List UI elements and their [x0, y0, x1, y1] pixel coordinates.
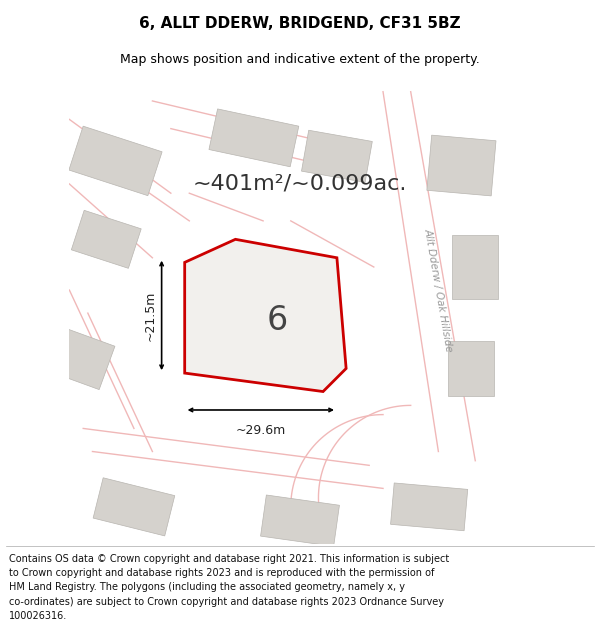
- Text: ~401m²/~0.099ac.: ~401m²/~0.099ac.: [193, 174, 407, 194]
- Polygon shape: [185, 239, 346, 391]
- Text: to Crown copyright and database rights 2023 and is reproduced with the permissio: to Crown copyright and database rights 2…: [9, 568, 434, 578]
- Text: Allt Dderw / Oak Hillside: Allt Dderw / Oak Hillside: [422, 228, 454, 352]
- Polygon shape: [301, 130, 373, 182]
- Polygon shape: [448, 341, 494, 396]
- Text: co-ordinates) are subject to Crown copyright and database rights 2023 Ordnance S: co-ordinates) are subject to Crown copyr…: [9, 597, 444, 607]
- Polygon shape: [52, 329, 115, 389]
- Text: 6, ALLT DDERW, BRIDGEND, CF31 5BZ: 6, ALLT DDERW, BRIDGEND, CF31 5BZ: [139, 16, 461, 31]
- Text: ~21.5m: ~21.5m: [144, 290, 157, 341]
- Text: HM Land Registry. The polygons (including the associated geometry, namely x, y: HM Land Registry. The polygons (includin…: [9, 582, 405, 592]
- Polygon shape: [427, 135, 496, 196]
- Polygon shape: [71, 211, 141, 268]
- Text: Contains OS data © Crown copyright and database right 2021. This information is : Contains OS data © Crown copyright and d…: [9, 554, 449, 564]
- Text: 100026316.: 100026316.: [9, 611, 67, 621]
- Text: ~29.6m: ~29.6m: [236, 424, 286, 437]
- Polygon shape: [93, 478, 175, 536]
- Polygon shape: [391, 483, 468, 531]
- Polygon shape: [260, 495, 340, 546]
- Polygon shape: [209, 109, 299, 167]
- Text: 6: 6: [267, 304, 289, 336]
- Polygon shape: [69, 126, 162, 196]
- Polygon shape: [452, 235, 499, 299]
- Text: Map shows position and indicative extent of the property.: Map shows position and indicative extent…: [120, 53, 480, 66]
